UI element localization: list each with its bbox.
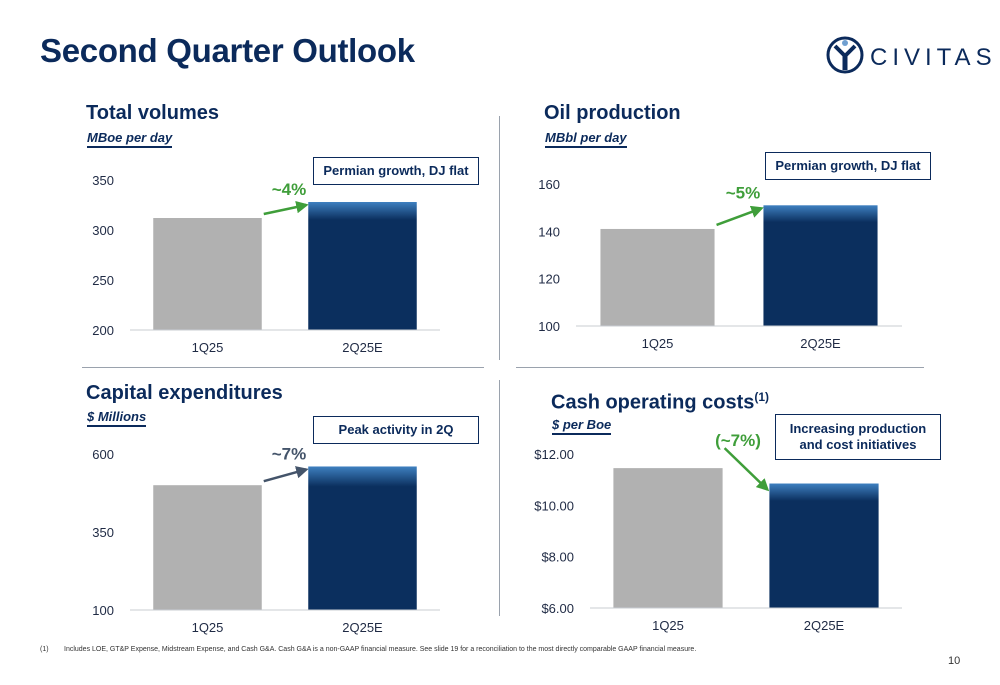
- y-tick-label: 120: [538, 272, 560, 287]
- callout-oil-production: Permian growth, DJ flat: [765, 152, 931, 180]
- bar-2q25e: [763, 205, 878, 326]
- y-tick-label: $8.00: [541, 550, 574, 565]
- y-tick-label: 100: [92, 603, 114, 618]
- horizontal-divider-right: [516, 367, 924, 368]
- bar-2q25e: [308, 466, 417, 610]
- chart-capital-expenditures: 100 350 600 1Q25 2Q25E ~7%: [92, 444, 440, 635]
- change-label: ~5%: [726, 183, 761, 202]
- bar-1q25: [600, 228, 715, 326]
- chart-cash-operating-costs: $6.00 $8.00 $10.00 $12.00 1Q25 2Q25E (~7%): [534, 431, 902, 633]
- footnote-reference: (1): [754, 390, 770, 404]
- logo-wordmark: CIVITAS: [870, 44, 997, 71]
- change-arrow: [723, 447, 770, 492]
- y-tick-label: 350: [92, 173, 114, 188]
- y-tick-label: 300: [92, 223, 114, 238]
- change-arrow: [263, 200, 309, 216]
- vertical-divider-bottom: [499, 380, 500, 616]
- vertical-divider-top: [499, 116, 500, 360]
- x-tick-label: 1Q25: [652, 618, 684, 633]
- panel-title-total-volumes: Total volumes: [86, 102, 219, 124]
- y-tick-label: $6.00: [541, 601, 574, 616]
- panel-subtitle-capital-expenditures: $ Millions: [87, 409, 147, 427]
- y-tick-label: 600: [92, 447, 114, 462]
- y-tick-label: 200: [92, 323, 114, 338]
- change-arrow: [263, 466, 309, 483]
- y-tick-label: 250: [92, 273, 114, 288]
- chart-oil-production: 100 120 140 160 1Q25 2Q25E ~5%: [538, 177, 902, 351]
- x-tick-label: 1Q25: [192, 340, 224, 355]
- x-tick-label: 1Q25: [192, 620, 224, 635]
- footnote: (1) Includes LOE, GT&P Expense, Midstream…: [40, 646, 696, 653]
- panel-title-cash-operating-costs-text: Cash operating costs: [551, 391, 755, 414]
- x-tick-label: 2Q25E: [342, 620, 383, 635]
- footnote-marker: (1): [40, 646, 49, 653]
- panel-subtitle-cash-operating-costs: $ per Boe: [552, 417, 612, 435]
- bar-2q25e: [769, 483, 879, 608]
- bar-2q25e: [308, 202, 417, 330]
- panel-subtitle-oil-production: MBbl per day: [545, 130, 627, 148]
- x-tick-label: 2Q25E: [342, 340, 383, 355]
- chart-total-volumes: 200 250 300 350 1Q25 2Q25E ~4%: [92, 173, 440, 355]
- change-label: (~7%): [715, 431, 761, 450]
- y-tick-label: $10.00: [534, 498, 574, 513]
- change-label: ~7%: [272, 444, 307, 463]
- callout-total-volumes: Permian growth, DJ flat: [313, 157, 479, 185]
- x-tick-label: 1Q25: [642, 336, 674, 351]
- x-tick-label: 2Q25E: [804, 618, 845, 633]
- company-logo: CIVITAS: [826, 36, 992, 76]
- civitas-logo-icon: [826, 36, 864, 74]
- y-tick-label: 350: [92, 525, 114, 540]
- panel-title-cash-operating-costs: Cash operating costs(1): [551, 390, 769, 415]
- bar-1q25: [153, 218, 262, 330]
- panel-title-oil-production: Oil production: [544, 102, 681, 124]
- panel-subtitle-total-volumes: MBoe per day: [87, 130, 173, 148]
- callout-capital-expenditures: Peak activity in 2Q: [313, 416, 479, 444]
- y-tick-label: 100: [538, 319, 560, 334]
- bar-1q25: [613, 468, 723, 608]
- y-tick-label: $12.00: [534, 447, 574, 462]
- footnote-text: Includes LOE, GT&P Expense, Midstream Ex…: [64, 646, 697, 653]
- panel-title-capital-expenditures: Capital expenditures: [86, 382, 283, 404]
- x-tick-label: 2Q25E: [800, 336, 841, 351]
- y-tick-label: 160: [538, 177, 560, 192]
- change-label: ~4%: [272, 180, 307, 199]
- callout-cash-operating-costs: Increasing production and cost initiativ…: [775, 414, 941, 460]
- y-tick-label: 140: [538, 224, 560, 239]
- horizontal-divider-left: [82, 367, 484, 368]
- bar-1q25: [153, 485, 262, 610]
- page-title: Second Quarter Outlook: [40, 32, 415, 69]
- page-number: 10: [948, 655, 961, 667]
- change-arrow: [716, 205, 764, 227]
